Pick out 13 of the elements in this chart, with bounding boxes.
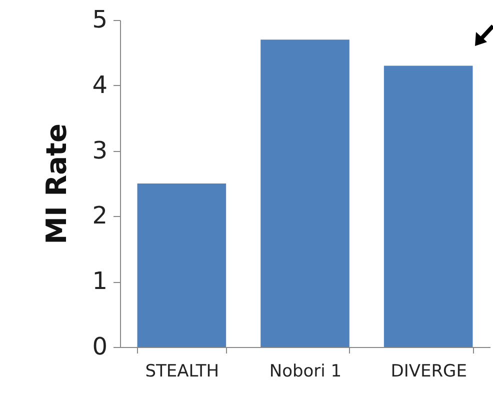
y-axis-title: MI Rate [40,124,74,244]
bar [137,184,226,347]
x-tick-label: STEALTH [145,362,220,382]
y-tick-label: 1 [92,267,108,296]
y-tick-label: 5 [92,6,108,34]
y-tick-label: 3 [92,136,108,164]
y-tick-label: 0 [92,332,108,360]
bar [384,66,473,347]
bar [260,40,350,347]
x-tick-label: Nobori 1 [269,362,342,382]
x-tick-label: DIVERGE [390,362,467,382]
y-tick-label: 2 [92,202,108,230]
y-tick-label: 4 [92,70,108,99]
